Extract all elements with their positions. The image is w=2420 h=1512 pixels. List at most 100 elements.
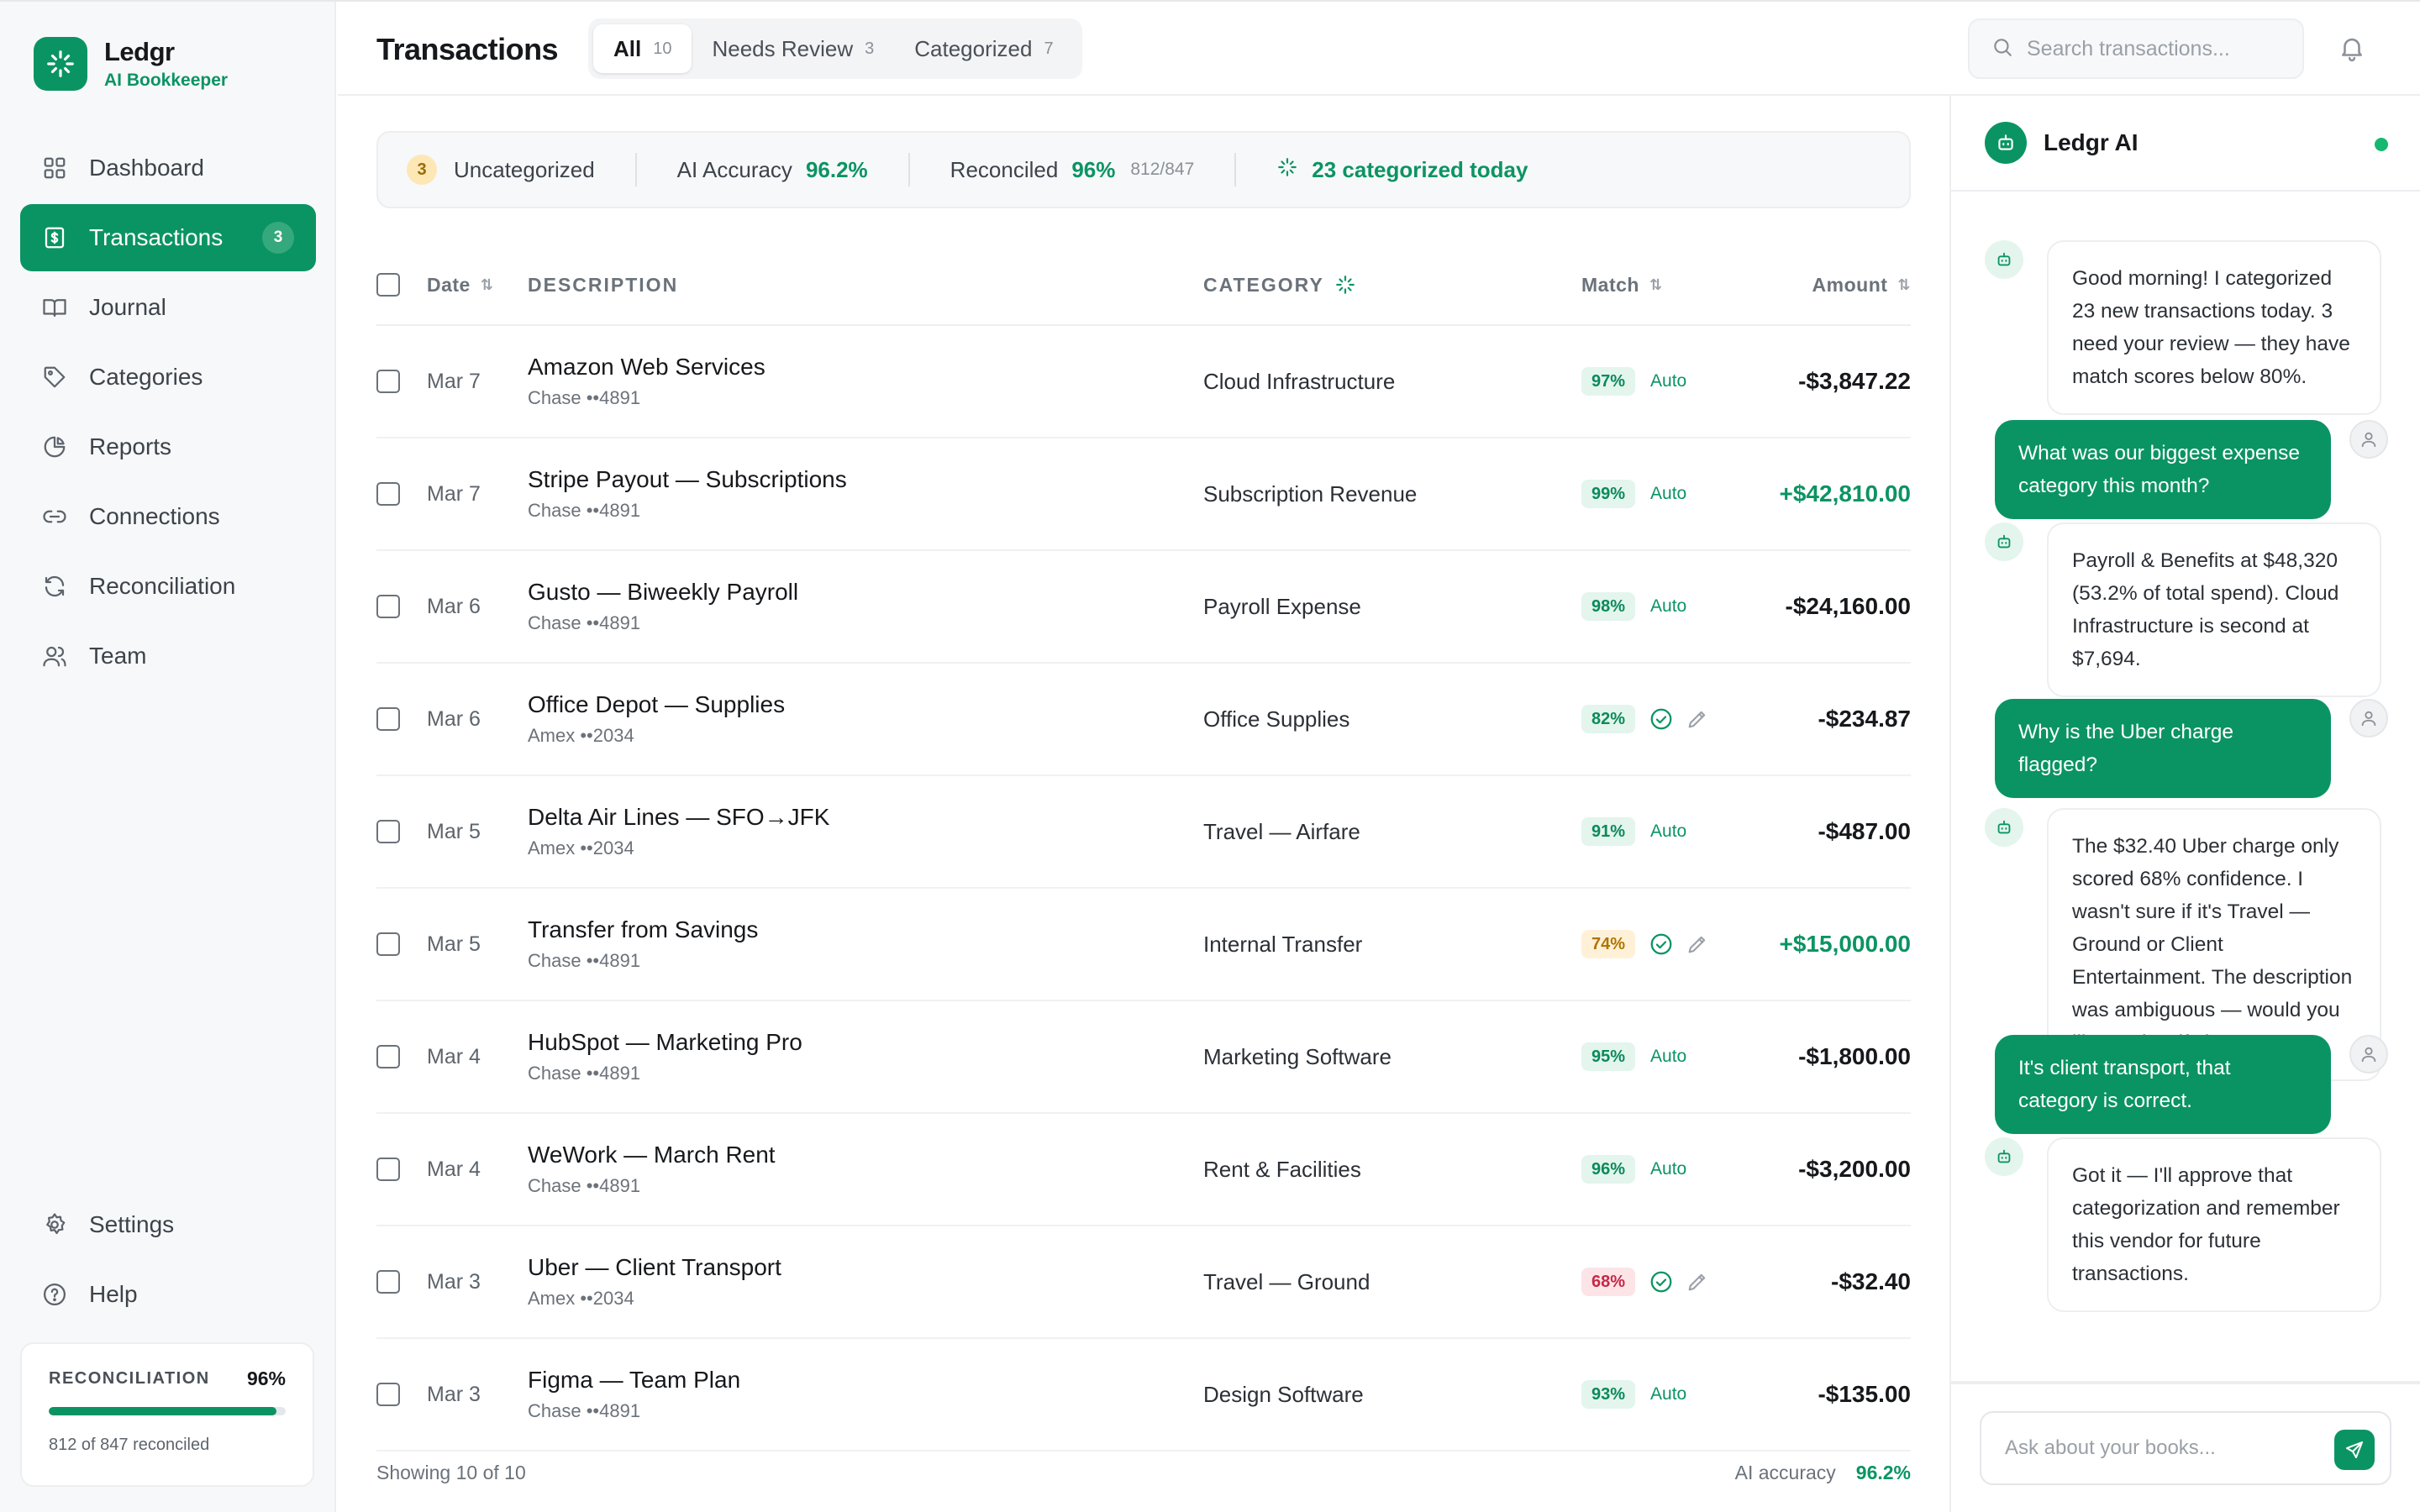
transaction-date: Mar 4 (427, 1044, 481, 1068)
user-message: Why is the Uber charge flagged? (1995, 699, 2388, 798)
transaction-category[interactable]: Marketing Software (1203, 1043, 1392, 1069)
sidebar-item-label: Categories (89, 364, 203, 390)
transaction-category[interactable]: Payroll Expense (1203, 593, 1361, 619)
check-circle-icon (1650, 708, 1672, 730)
approve-button[interactable] (1649, 1269, 1674, 1294)
table-header: Date ⇅ DESCRIPTION CATEGORY Match ⇅ Amou… (376, 245, 1911, 326)
row-checkbox[interactable] (376, 1383, 400, 1406)
user-message: It's client transport, that category is … (1995, 1035, 2388, 1134)
auto-status: Auto (1650, 1384, 1687, 1404)
row-checkbox[interactable] (376, 482, 400, 506)
user-avatar-icon (2349, 420, 2388, 459)
accuracy-value: 96.2% (805, 156, 868, 182)
tab-needs-review[interactable]: Needs Review 3 (692, 24, 894, 73)
transaction-category[interactable]: Travel — Airfare (1203, 818, 1360, 844)
sort-icon: ⇅ (1897, 276, 1911, 293)
stat-uncategorized[interactable]: 3 Uncategorized (407, 155, 595, 185)
notification-bell-icon[interactable] (2338, 34, 2368, 64)
select-all-checkbox[interactable] (376, 273, 400, 297)
transaction-category[interactable]: Internal Transfer (1203, 931, 1363, 957)
sidebar-item-categories[interactable]: Categories (20, 344, 316, 411)
sparkle-icon (1334, 274, 1356, 296)
edit-button[interactable] (1686, 707, 1709, 731)
table-row[interactable]: Mar 3 Figma — Team Plan Chase ••4891 Des… (376, 1339, 1911, 1452)
transaction-category[interactable]: Subscription Revenue (1203, 480, 1418, 507)
sidebar-item-help[interactable]: Help (20, 1261, 316, 1328)
send-button[interactable] (2334, 1430, 2375, 1470)
transaction-amount: -$135.00 (1818, 1381, 1911, 1407)
table-row[interactable]: Mar 6 Gusto — Biweekly Payroll Chase ••4… (376, 551, 1911, 664)
sidebar-item-journal[interactable]: Journal (20, 274, 316, 341)
brand-name: Ledgr (104, 37, 175, 66)
chat-input[interactable] (2005, 1436, 2324, 1460)
sidebar-item-dashboard[interactable]: Dashboard (20, 134, 316, 202)
transaction-amount: -$234.87 (1818, 706, 1911, 732)
row-checkbox[interactable] (376, 1045, 400, 1068)
row-checkbox[interactable] (376, 707, 400, 731)
transaction-amount: -$32.40 (1831, 1268, 1911, 1294)
edit-button[interactable] (1686, 1270, 1709, 1294)
transaction-description: Office Depot — Supplies (528, 691, 786, 717)
transaction-category[interactable]: Design Software (1203, 1381, 1364, 1407)
search-box[interactable] (1968, 18, 2304, 79)
ai-message: Payroll & Benefits at $48,320 (53.2% of … (1985, 522, 2381, 697)
brand[interactable]: Ledgr AI Bookkeeper (34, 37, 228, 91)
chat-messages[interactable]: Good morning! I categorized 23 new trans… (1951, 193, 2420, 1384)
sidebar-item-label: Reports (89, 433, 172, 459)
auto-status: Auto (1650, 1159, 1687, 1179)
column-header-date[interactable]: Date ⇅ (427, 274, 528, 297)
row-checkbox[interactable] (376, 1270, 400, 1294)
row-checkbox[interactable] (376, 595, 400, 618)
transaction-category[interactable]: Office Supplies (1203, 706, 1350, 732)
chat-input-box[interactable] (1980, 1411, 2391, 1485)
sidebar-item-connections[interactable]: Connections (20, 483, 316, 550)
users-icon (40, 642, 69, 670)
row-checkbox[interactable] (376, 1158, 400, 1181)
reconciled-detail: 812/847 (1130, 160, 1195, 179)
column-header-match[interactable]: Match ⇅ (1548, 274, 1749, 297)
table-row[interactable]: Mar 7 Amazon Web Services Chase ••4891 C… (376, 326, 1911, 438)
user-avatar-icon (2349, 1035, 2388, 1074)
transaction-description: Gusto — Biweekly Payroll (528, 579, 799, 605)
transaction-category[interactable]: Travel — Ground (1203, 1268, 1370, 1294)
sidebar-item-reports[interactable]: Reports (20, 413, 316, 480)
reconciliation-card[interactable]: RECONCILIATION 96% 812 of 847 reconciled (20, 1342, 314, 1487)
user-message-text: It's client transport, that category is … (1995, 1035, 2331, 1134)
sidebar-item-settings[interactable]: Settings (20, 1191, 316, 1258)
table-row[interactable]: Mar 4 HubSpot — Marketing Pro Chase ••48… (376, 1001, 1911, 1114)
table-row[interactable]: Mar 4 WeWork — March Rent Chase ••4891 R… (376, 1114, 1911, 1226)
uncategorized-count-badge: 3 (407, 155, 437, 185)
transaction-amount: -$1,800.00 (1798, 1043, 1911, 1069)
chat-title: Ledgr AI (2044, 129, 2139, 155)
row-checkbox[interactable] (376, 370, 400, 393)
search-input[interactable] (2027, 36, 2296, 61)
transaction-category[interactable]: Cloud Infrastructure (1203, 368, 1396, 394)
table-row[interactable]: Mar 6 Office Depot — Supplies Amex ••203… (376, 664, 1911, 776)
approve-button[interactable] (1649, 932, 1674, 957)
row-checkbox[interactable] (376, 932, 400, 956)
sidebar-item-reconciliation[interactable]: Reconciliation (20, 553, 316, 620)
page-title: Transactions (376, 32, 559, 66)
sidebar-item-label: Connections (89, 503, 220, 529)
transaction-date: Mar 7 (427, 369, 481, 393)
dollar-doc-icon (40, 223, 69, 252)
table-row[interactable]: Mar 5 Transfer from Savings Chase ••4891… (376, 889, 1911, 1001)
tab-all[interactable]: All 10 (593, 24, 692, 73)
transaction-account: Amex ••2034 (528, 837, 634, 858)
transaction-description: Stripe Payout — Subscriptions (528, 466, 847, 492)
transaction-account: Chase ••4891 (528, 1400, 641, 1421)
table-row[interactable]: Mar 7 Stripe Payout — Subscriptions Chas… (376, 438, 1911, 551)
edit-button[interactable] (1686, 932, 1709, 956)
tab-categorized[interactable]: Categorized 7 (894, 24, 1073, 73)
sidebar-item-label: Transactions (89, 224, 224, 250)
column-header-amount[interactable]: Amount ⇅ (1749, 274, 1911, 297)
sidebar-item-transactions[interactable]: Transactions 3 (20, 204, 316, 271)
table-row[interactable]: Mar 3 Uber — Client Transport Amex ••203… (376, 1226, 1911, 1339)
sidebar-item-team[interactable]: Team (20, 622, 316, 690)
sidebar-item-label: Journal (89, 294, 166, 320)
transaction-category[interactable]: Rent & Facilities (1203, 1156, 1361, 1182)
table-row[interactable]: Mar 5 Delta Air Lines — SFO→JFK Amex ••2… (376, 776, 1911, 889)
match-cell: 96% Auto (1548, 1155, 1686, 1184)
row-checkbox[interactable] (376, 820, 400, 843)
approve-button[interactable] (1649, 706, 1674, 732)
